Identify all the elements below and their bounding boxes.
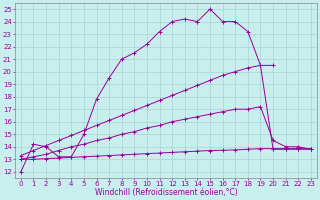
X-axis label: Windchill (Refroidissement éolien,°C): Windchill (Refroidissement éolien,°C) — [94, 188, 237, 197]
